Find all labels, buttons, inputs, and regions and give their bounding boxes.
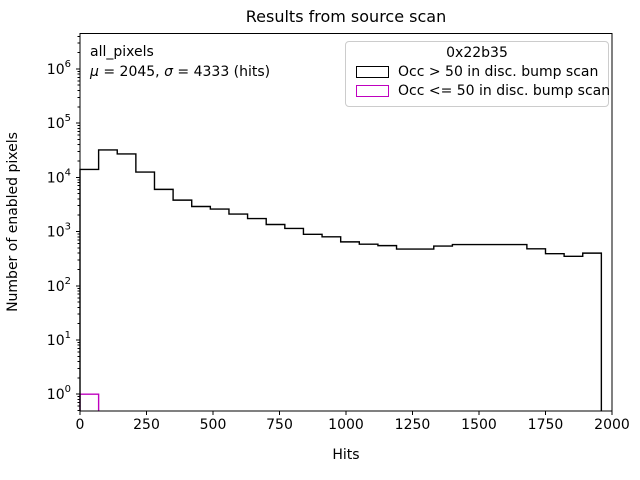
annotation-mu-sigma: μ = 2045, σ = 4333 (hits) (90, 62, 270, 82)
legend-entry-label: Occ > 50 in disc. bump scan (398, 63, 599, 80)
legend-entry: Occ <= 50 in disc. bump scan (346, 81, 611, 100)
x-tick-label: 1750 (528, 417, 564, 433)
x-tick-label: 750 (266, 417, 293, 433)
x-axis-label: Hits (332, 447, 360, 463)
histogram-series-occ-gt-50 (79, 149, 603, 411)
legend-swatch-icon (356, 65, 389, 78)
legend-title: 0x22b35 (446, 45, 508, 61)
y-tick-label: 105 (47, 113, 71, 132)
legend-entries: Occ > 50 in disc. bump scan Occ <= 50 in … (346, 62, 611, 100)
y-tick-label: 104 (47, 167, 71, 186)
annotation-dataset-name: all_pixels (90, 44, 154, 60)
legend-entry: Occ > 50 in disc. bump scan (346, 62, 608, 81)
x-tick-label: 1000 (328, 417, 364, 433)
histogram-series-occ-le-50 (79, 393, 100, 411)
annotation-text: = 2045, (98, 64, 165, 80)
legend-entry-label: Occ <= 50 in disc. bump scan (398, 82, 611, 99)
x-tick-label: 250 (133, 417, 160, 433)
x-tick-label: 0 (76, 417, 85, 433)
x-tick-label: 1500 (461, 417, 497, 433)
y-tick-label: 103 (47, 222, 71, 241)
x-tick-label: 500 (200, 417, 227, 433)
greek-symbol: σ (164, 64, 173, 80)
axes-frame (76, 33, 613, 415)
chart-title: Results from source scan (245, 7, 447, 26)
legend-swatch-icon (356, 84, 389, 97)
greek-symbol: μ (90, 64, 99, 80)
x-tick-label: 2000 (594, 417, 630, 433)
legend-box: 0x22b35 Occ > 50 in disc. bump scan Occ <… (345, 41, 611, 107)
y-tick-label: 106 (47, 59, 71, 78)
y-axis-label: Number of enabled pixels (5, 132, 21, 312)
x-tick-label: 1250 (395, 417, 431, 433)
y-tick-label: 100 (47, 384, 71, 403)
stats-annotation: all_pixels μ = 2045, σ = 4333 (hits) (90, 42, 270, 82)
y-tick-label: 102 (47, 276, 71, 295)
y-tick-label: 101 (47, 330, 71, 349)
annotation-text: = 4333 (hits) (172, 64, 271, 80)
